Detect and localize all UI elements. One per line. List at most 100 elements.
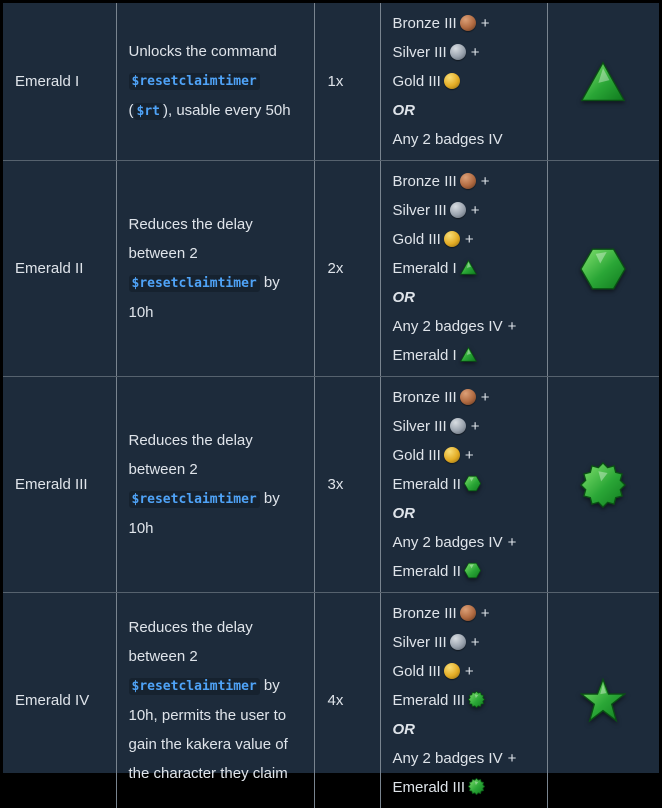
requirement-line: Silver III + bbox=[393, 628, 535, 657]
command-code[interactable]: $resetclaimtimer bbox=[129, 73, 260, 90]
emerald-iii-icon bbox=[468, 691, 485, 708]
requirement-line: Emerald I bbox=[393, 341, 535, 370]
plus-text: + bbox=[481, 389, 490, 406]
silver-badge-icon bbox=[450, 418, 466, 434]
requirement-text: OR bbox=[393, 721, 416, 738]
badge-cost: 3x bbox=[314, 377, 380, 593]
emerald-ii-icon bbox=[464, 475, 481, 492]
requirement-text: Emerald III bbox=[393, 779, 466, 796]
requirement-line: Gold III + bbox=[393, 441, 535, 470]
plus-text: + bbox=[465, 447, 474, 464]
requirement-line: Gold III + bbox=[393, 225, 535, 254]
requirement-line: OR bbox=[393, 715, 535, 744]
bronze-badge-icon bbox=[460, 389, 476, 405]
requirement-line: Bronze III+ bbox=[393, 9, 535, 38]
emerald-i-icon bbox=[580, 59, 626, 105]
requirement-line: Silver III + bbox=[393, 412, 535, 441]
badge-cost: 2x bbox=[314, 161, 380, 377]
requirement-text: Bronze III bbox=[393, 173, 457, 190]
emerald-i-icon bbox=[460, 346, 477, 363]
emerald-iii-icon bbox=[580, 462, 626, 508]
command-code[interactable]: $rt bbox=[134, 103, 163, 120]
badge-requirements: Bronze III+ Silver III + Gold III OR Any 2 ba… bbox=[380, 3, 547, 161]
requirement-line: OR bbox=[393, 283, 535, 312]
command-code[interactable]: $resetclaimtimer bbox=[129, 491, 260, 508]
requirement-text: Gold III bbox=[393, 231, 441, 248]
description-text: Reduces the delay between 2 bbox=[129, 216, 253, 262]
requirement-text: Silver III bbox=[393, 202, 447, 219]
requirement-text: Any 2 badges IV bbox=[393, 750, 503, 767]
description-text: ( bbox=[129, 102, 134, 119]
badge-icon-cell bbox=[547, 3, 659, 161]
table-row: Emerald I Unlocks the command $resetclaim… bbox=[3, 3, 659, 161]
plus-text: + bbox=[481, 605, 490, 622]
silver-badge-icon bbox=[450, 634, 466, 650]
badge-icon-cell bbox=[547, 377, 659, 593]
plus-text: + bbox=[481, 173, 490, 190]
gold-badge-icon bbox=[444, 231, 460, 247]
requirement-text: OR bbox=[393, 289, 416, 306]
emerald-badges-table: Emerald I Unlocks the command $resetclaim… bbox=[3, 3, 659, 808]
gold-badge-icon bbox=[444, 73, 460, 89]
requirement-text: OR bbox=[393, 102, 416, 119]
gold-badge-icon bbox=[444, 447, 460, 463]
badge-name: Emerald II bbox=[3, 161, 116, 377]
requirement-line: Silver III + bbox=[393, 38, 535, 67]
requirement-line: OR bbox=[393, 499, 535, 528]
requirement-text: Gold III bbox=[393, 73, 441, 90]
requirement-text: Emerald II bbox=[393, 563, 461, 580]
requirement-line: Any 2 badges IV bbox=[393, 125, 535, 154]
plus-text: + bbox=[508, 534, 517, 551]
bronze-badge-icon bbox=[460, 173, 476, 189]
badge-description: Reduces the delay between 2 $resetclaimt… bbox=[116, 161, 314, 377]
plus-text: + bbox=[508, 750, 517, 767]
plus-text: + bbox=[465, 231, 474, 248]
requirement-line: Gold III bbox=[393, 67, 535, 96]
requirement-text: Silver III bbox=[393, 418, 447, 435]
gold-badge-icon bbox=[444, 663, 460, 679]
emerald-badges-table-container: Emerald I Unlocks the command $resetclaim… bbox=[3, 3, 659, 773]
plus-text: + bbox=[471, 418, 480, 435]
plus-text: + bbox=[471, 202, 480, 219]
requirement-line: Any 2 badges IV + bbox=[393, 744, 535, 773]
silver-badge-icon bbox=[450, 202, 466, 218]
emerald-ii-icon bbox=[580, 246, 626, 292]
description-text: Unlocks the command bbox=[129, 43, 277, 60]
requirement-line: Bronze III + bbox=[393, 167, 535, 196]
badge-icon-cell bbox=[547, 161, 659, 377]
emerald-iv-icon bbox=[580, 678, 626, 724]
badge-name: Emerald I bbox=[3, 3, 116, 161]
emerald-ii-icon bbox=[464, 562, 481, 579]
requirement-text: Silver III bbox=[393, 634, 447, 651]
badge-cost: 1x bbox=[314, 3, 380, 161]
plus-text: + bbox=[471, 44, 480, 61]
requirement-text: Gold III bbox=[393, 447, 441, 464]
requirement-text: Emerald II bbox=[393, 476, 461, 493]
requirement-line: Emerald III bbox=[393, 686, 535, 715]
requirement-line: Any 2 badges IV + bbox=[393, 528, 535, 557]
plus-text: + bbox=[471, 634, 480, 651]
command-code[interactable]: $resetclaimtimer bbox=[129, 678, 260, 695]
requirement-line: Silver III + bbox=[393, 196, 535, 225]
requirement-text: Emerald I bbox=[393, 347, 457, 364]
requirement-text: Any 2 badges IV bbox=[393, 534, 503, 551]
emerald-i-icon bbox=[460, 259, 477, 276]
bronze-badge-icon bbox=[460, 15, 476, 31]
requirement-text: Any 2 badges IV bbox=[393, 318, 503, 335]
requirement-text: Gold III bbox=[393, 663, 441, 680]
requirement-line: Gold III+ bbox=[393, 657, 535, 686]
requirement-line: Bronze III + bbox=[393, 383, 535, 412]
requirement-line: Bronze III+ bbox=[393, 599, 535, 628]
requirement-text: Silver III bbox=[393, 44, 447, 61]
requirement-line: Emerald III bbox=[393, 773, 535, 802]
requirement-line: Any 2 badges IV+ bbox=[393, 312, 535, 341]
requirement-line: Emerald II bbox=[393, 470, 535, 499]
bronze-badge-icon bbox=[460, 605, 476, 621]
requirement-text: Bronze III bbox=[393, 389, 457, 406]
requirement-line: Emerald I bbox=[393, 254, 535, 283]
badge-name: Emerald III bbox=[3, 377, 116, 593]
requirement-text: Any 2 badges IV bbox=[393, 131, 503, 148]
command-code[interactable]: $resetclaimtimer bbox=[129, 275, 260, 292]
requirement-text: OR bbox=[393, 505, 416, 522]
